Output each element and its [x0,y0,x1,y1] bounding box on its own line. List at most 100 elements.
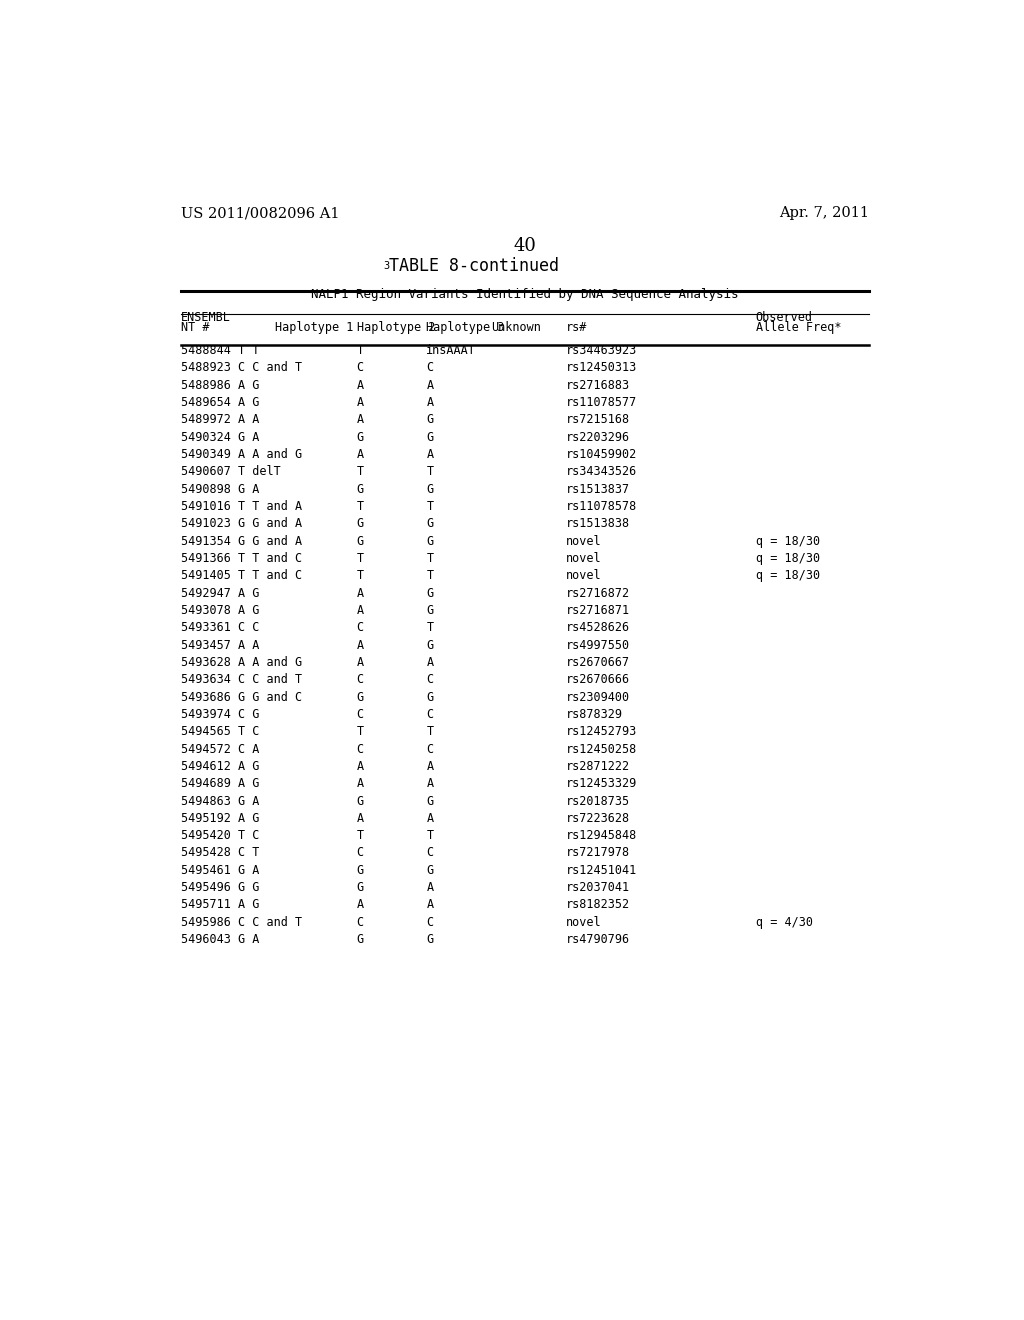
Text: TABLE 8-continued: TABLE 8-continued [389,257,559,276]
Text: G: G [356,430,364,444]
Text: T: T [356,552,364,565]
Text: 5493974 C G: 5493974 C G [180,708,259,721]
Text: rs2018735: rs2018735 [566,795,630,808]
Text: G: G [356,863,364,876]
Text: T: T [426,829,433,842]
Text: Haplotype 3: Haplotype 3 [426,321,505,334]
Text: Observed: Observed [756,312,813,323]
Text: rs34343526: rs34343526 [566,466,637,478]
Text: C: C [426,743,433,755]
Text: rs7215168: rs7215168 [566,413,630,426]
Text: 5495192 A G: 5495192 A G [180,812,259,825]
Text: Haplotype 1: Haplotype 1 [275,321,353,334]
Text: C: C [356,708,364,721]
Text: 5493628 A A and G: 5493628 A A and G [180,656,302,669]
Text: 5496043 G A: 5496043 G A [180,933,259,946]
Text: C: C [426,362,433,375]
Text: rs12450258: rs12450258 [566,743,637,755]
Text: A: A [356,413,364,426]
Text: G: G [356,517,364,531]
Text: q = 18/30: q = 18/30 [756,535,820,548]
Text: A: A [356,586,364,599]
Text: 5490898 G A: 5490898 G A [180,483,259,496]
Text: q = 18/30: q = 18/30 [756,552,820,565]
Text: A: A [356,396,364,409]
Text: T: T [356,725,364,738]
Text: 5494572 C A: 5494572 C A [180,743,259,755]
Text: 5493686 G G and C: 5493686 G G and C [180,690,302,704]
Text: 5491405 T T and C: 5491405 T T and C [180,569,302,582]
Text: A: A [356,605,364,616]
Text: ENSEMBL: ENSEMBL [180,312,230,323]
Text: A: A [426,882,433,894]
Text: A: A [426,379,433,392]
Text: rs2203296: rs2203296 [566,430,630,444]
Text: 5493634 C C and T: 5493634 C C and T [180,673,302,686]
Text: C: C [356,622,364,635]
Text: T: T [426,552,433,565]
Text: T: T [426,569,433,582]
Text: G: G [426,413,433,426]
Text: G: G [356,882,364,894]
Text: C: C [356,743,364,755]
Text: A: A [426,760,433,774]
Text: C: C [356,846,364,859]
Text: rs12450313: rs12450313 [566,362,637,375]
Text: rs12451041: rs12451041 [566,863,637,876]
Text: rs2037041: rs2037041 [566,882,630,894]
Text: G: G [426,605,433,616]
Text: G: G [426,535,433,548]
Text: 5495461 G A: 5495461 G A [180,863,259,876]
Text: rs2309400: rs2309400 [566,690,630,704]
Text: 5488923 C C and T: 5488923 C C and T [180,362,302,375]
Text: T: T [356,345,364,358]
Text: rs7223628: rs7223628 [566,812,630,825]
Text: G: G [426,517,433,531]
Text: C: C [356,673,364,686]
Text: C: C [426,708,433,721]
Text: rs7217978: rs7217978 [566,846,630,859]
Text: A: A [356,760,364,774]
Text: A: A [356,899,364,911]
Text: Haplotype 2: Haplotype 2 [356,321,435,334]
Text: 5491023 G G and A: 5491023 G G and A [180,517,302,531]
Text: rs2871222: rs2871222 [566,760,630,774]
Text: rs#: rs# [566,321,587,334]
Text: US 2011/0082096 A1: US 2011/0082096 A1 [180,206,339,220]
Text: T: T [426,466,433,478]
Text: 5493078 A G: 5493078 A G [180,605,259,616]
Text: rs4528626: rs4528626 [566,622,630,635]
Text: 5490349 A A and G: 5490349 A A and G [180,447,302,461]
Text: rs11078578: rs11078578 [566,500,637,513]
Text: 5490607 T delT: 5490607 T delT [180,466,281,478]
Text: 5491354 G G and A: 5491354 G G and A [180,535,302,548]
Text: G: G [426,863,433,876]
Text: T: T [426,725,433,738]
Text: A: A [356,379,364,392]
Text: G: G [356,933,364,946]
Text: NALP1 Region Variants Identified by DNA Sequence Analysis: NALP1 Region Variants Identified by DNA … [311,288,738,301]
Text: A: A [426,656,433,669]
Text: rs2670666: rs2670666 [566,673,630,686]
Text: novel: novel [566,916,601,929]
Text: T: T [356,500,364,513]
Text: Allele Freq*: Allele Freq* [756,321,842,334]
Text: T: T [356,829,364,842]
Text: G: G [426,639,433,652]
Text: G: G [426,933,433,946]
Text: A: A [356,639,364,652]
Text: A: A [356,447,364,461]
Text: G: G [356,690,364,704]
Text: A: A [356,656,364,669]
Text: rs4790796: rs4790796 [566,933,630,946]
Text: 5495986 C C and T: 5495986 C C and T [180,916,302,929]
Text: q = 18/30: q = 18/30 [756,569,820,582]
Text: novel: novel [566,569,601,582]
Text: 5493457 A A: 5493457 A A [180,639,259,652]
Text: NT #: NT # [180,321,209,334]
Text: rs8182352: rs8182352 [566,899,630,911]
Text: rs2670667: rs2670667 [566,656,630,669]
Text: rs1513837: rs1513837 [566,483,630,496]
Text: 5490324 G A: 5490324 G A [180,430,259,444]
Text: A: A [426,899,433,911]
